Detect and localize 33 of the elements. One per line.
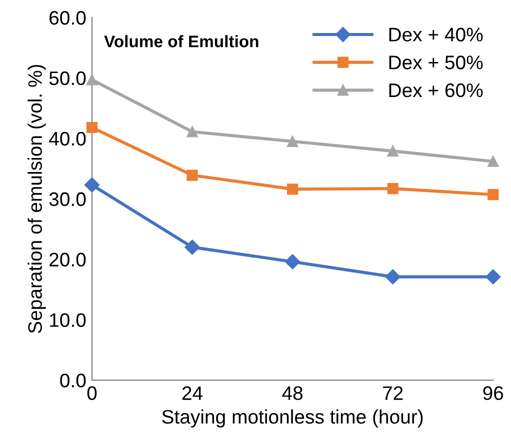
point xyxy=(184,240,200,255)
point xyxy=(186,170,198,181)
y-tick-label: 0.0 xyxy=(60,374,86,388)
point xyxy=(488,156,499,167)
x-tick-label: 0 xyxy=(87,386,97,400)
point xyxy=(284,254,300,270)
y-axis-title: Separation of emulsion (vol. %) xyxy=(28,64,46,334)
point xyxy=(387,183,398,194)
point xyxy=(286,184,298,195)
point xyxy=(387,146,398,157)
point xyxy=(86,74,98,86)
legend-label: Dex + 60% xyxy=(389,83,483,98)
text: Volume of Emultion xyxy=(104,35,258,48)
point xyxy=(84,177,100,192)
y-tick-label: 10.0 xyxy=(50,313,86,327)
x-tick-label: 96 xyxy=(483,386,504,400)
y-tick-label: 60.0 xyxy=(50,10,86,25)
y-tick-label: 50.0 xyxy=(49,71,86,86)
x-tick-label: 24 xyxy=(182,386,203,400)
point xyxy=(186,126,198,138)
y-tick-label: 30.0 xyxy=(49,192,86,206)
y-tick-label: 40.0 xyxy=(49,132,86,146)
point xyxy=(86,122,98,134)
point xyxy=(286,136,298,147)
x-axis-title: Staying motionless time (hour) xyxy=(162,409,423,428)
legend-label: Dex + 50% xyxy=(389,56,483,70)
x-tick-label: 72 xyxy=(383,386,403,400)
y-tick-label: 20.0 xyxy=(50,252,86,267)
point xyxy=(488,189,499,200)
x-tick-label: 48 xyxy=(282,386,303,400)
point xyxy=(385,269,400,284)
point xyxy=(486,269,501,284)
legend-label: Dex + 40% xyxy=(389,28,483,42)
